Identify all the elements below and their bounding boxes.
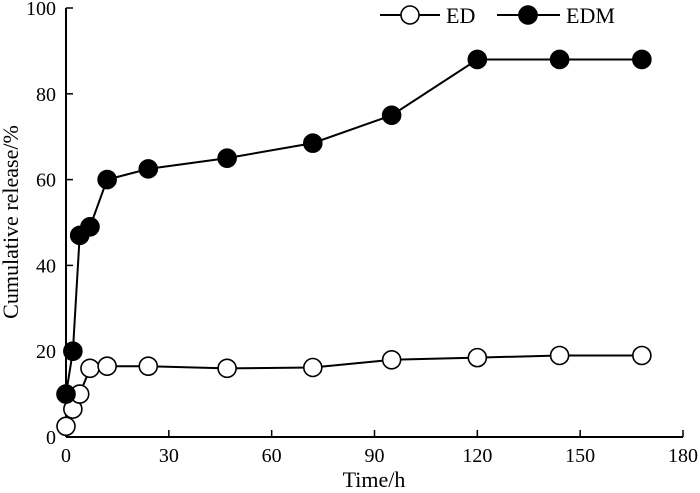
data-point-edm xyxy=(56,384,76,404)
data-point-edm xyxy=(549,49,570,70)
series-layer xyxy=(56,49,652,437)
x-axis-ticks: 0 30 60 90 120 150 180 xyxy=(61,430,698,467)
data-point-edm xyxy=(97,169,117,190)
series-line-edm xyxy=(65,58,642,395)
series-edm xyxy=(56,49,652,404)
x-tick-label: 150 xyxy=(565,445,595,467)
data-point-edm xyxy=(80,216,100,237)
data-point-ed xyxy=(549,345,570,366)
x-tick-label: 90 xyxy=(365,445,385,467)
data-point-ed xyxy=(56,416,76,437)
data-point-edm xyxy=(302,133,323,153)
legend: ED EDM xyxy=(380,3,615,28)
legend-marker-ed xyxy=(400,5,420,25)
x-tick-label: 60 xyxy=(262,445,282,467)
plot-area xyxy=(65,8,683,438)
legend-label-ed: ED xyxy=(446,3,475,28)
data-point-ed xyxy=(632,345,652,366)
data-point-edm xyxy=(381,105,402,126)
y-tick-label: 100 xyxy=(26,0,56,20)
x-tick-label: 30 xyxy=(159,445,179,467)
data-point-ed xyxy=(80,358,100,379)
y-tick-label: 60 xyxy=(36,170,56,192)
data-point-ed xyxy=(302,357,323,378)
data-point-edm xyxy=(467,49,488,70)
y-axis-title: Cumulative release/% xyxy=(0,125,23,319)
data-point-edm xyxy=(632,49,652,70)
series-ed xyxy=(56,345,652,437)
legend-label-edm: EDM xyxy=(566,3,615,28)
x-axis-title: Time/h xyxy=(343,467,406,492)
data-point-edm xyxy=(217,148,237,168)
data-point-ed xyxy=(138,356,159,377)
data-point-edm xyxy=(63,341,83,362)
legend-marker-edm xyxy=(518,5,538,25)
y-tick-label: 40 xyxy=(36,255,56,277)
y-tick-label: 80 xyxy=(36,84,56,106)
data-point-ed xyxy=(97,356,117,377)
data-point-ed xyxy=(381,349,402,370)
data-point-ed xyxy=(217,358,237,379)
x-tick-label: 180 xyxy=(668,445,698,467)
x-tick-label: 120 xyxy=(462,445,492,467)
y-tick-label: 20 xyxy=(36,341,56,363)
y-tick-label: 0 xyxy=(46,427,56,449)
data-point-edm xyxy=(138,159,159,179)
x-tick-label: 0 xyxy=(61,445,71,467)
data-point-ed xyxy=(467,347,488,368)
